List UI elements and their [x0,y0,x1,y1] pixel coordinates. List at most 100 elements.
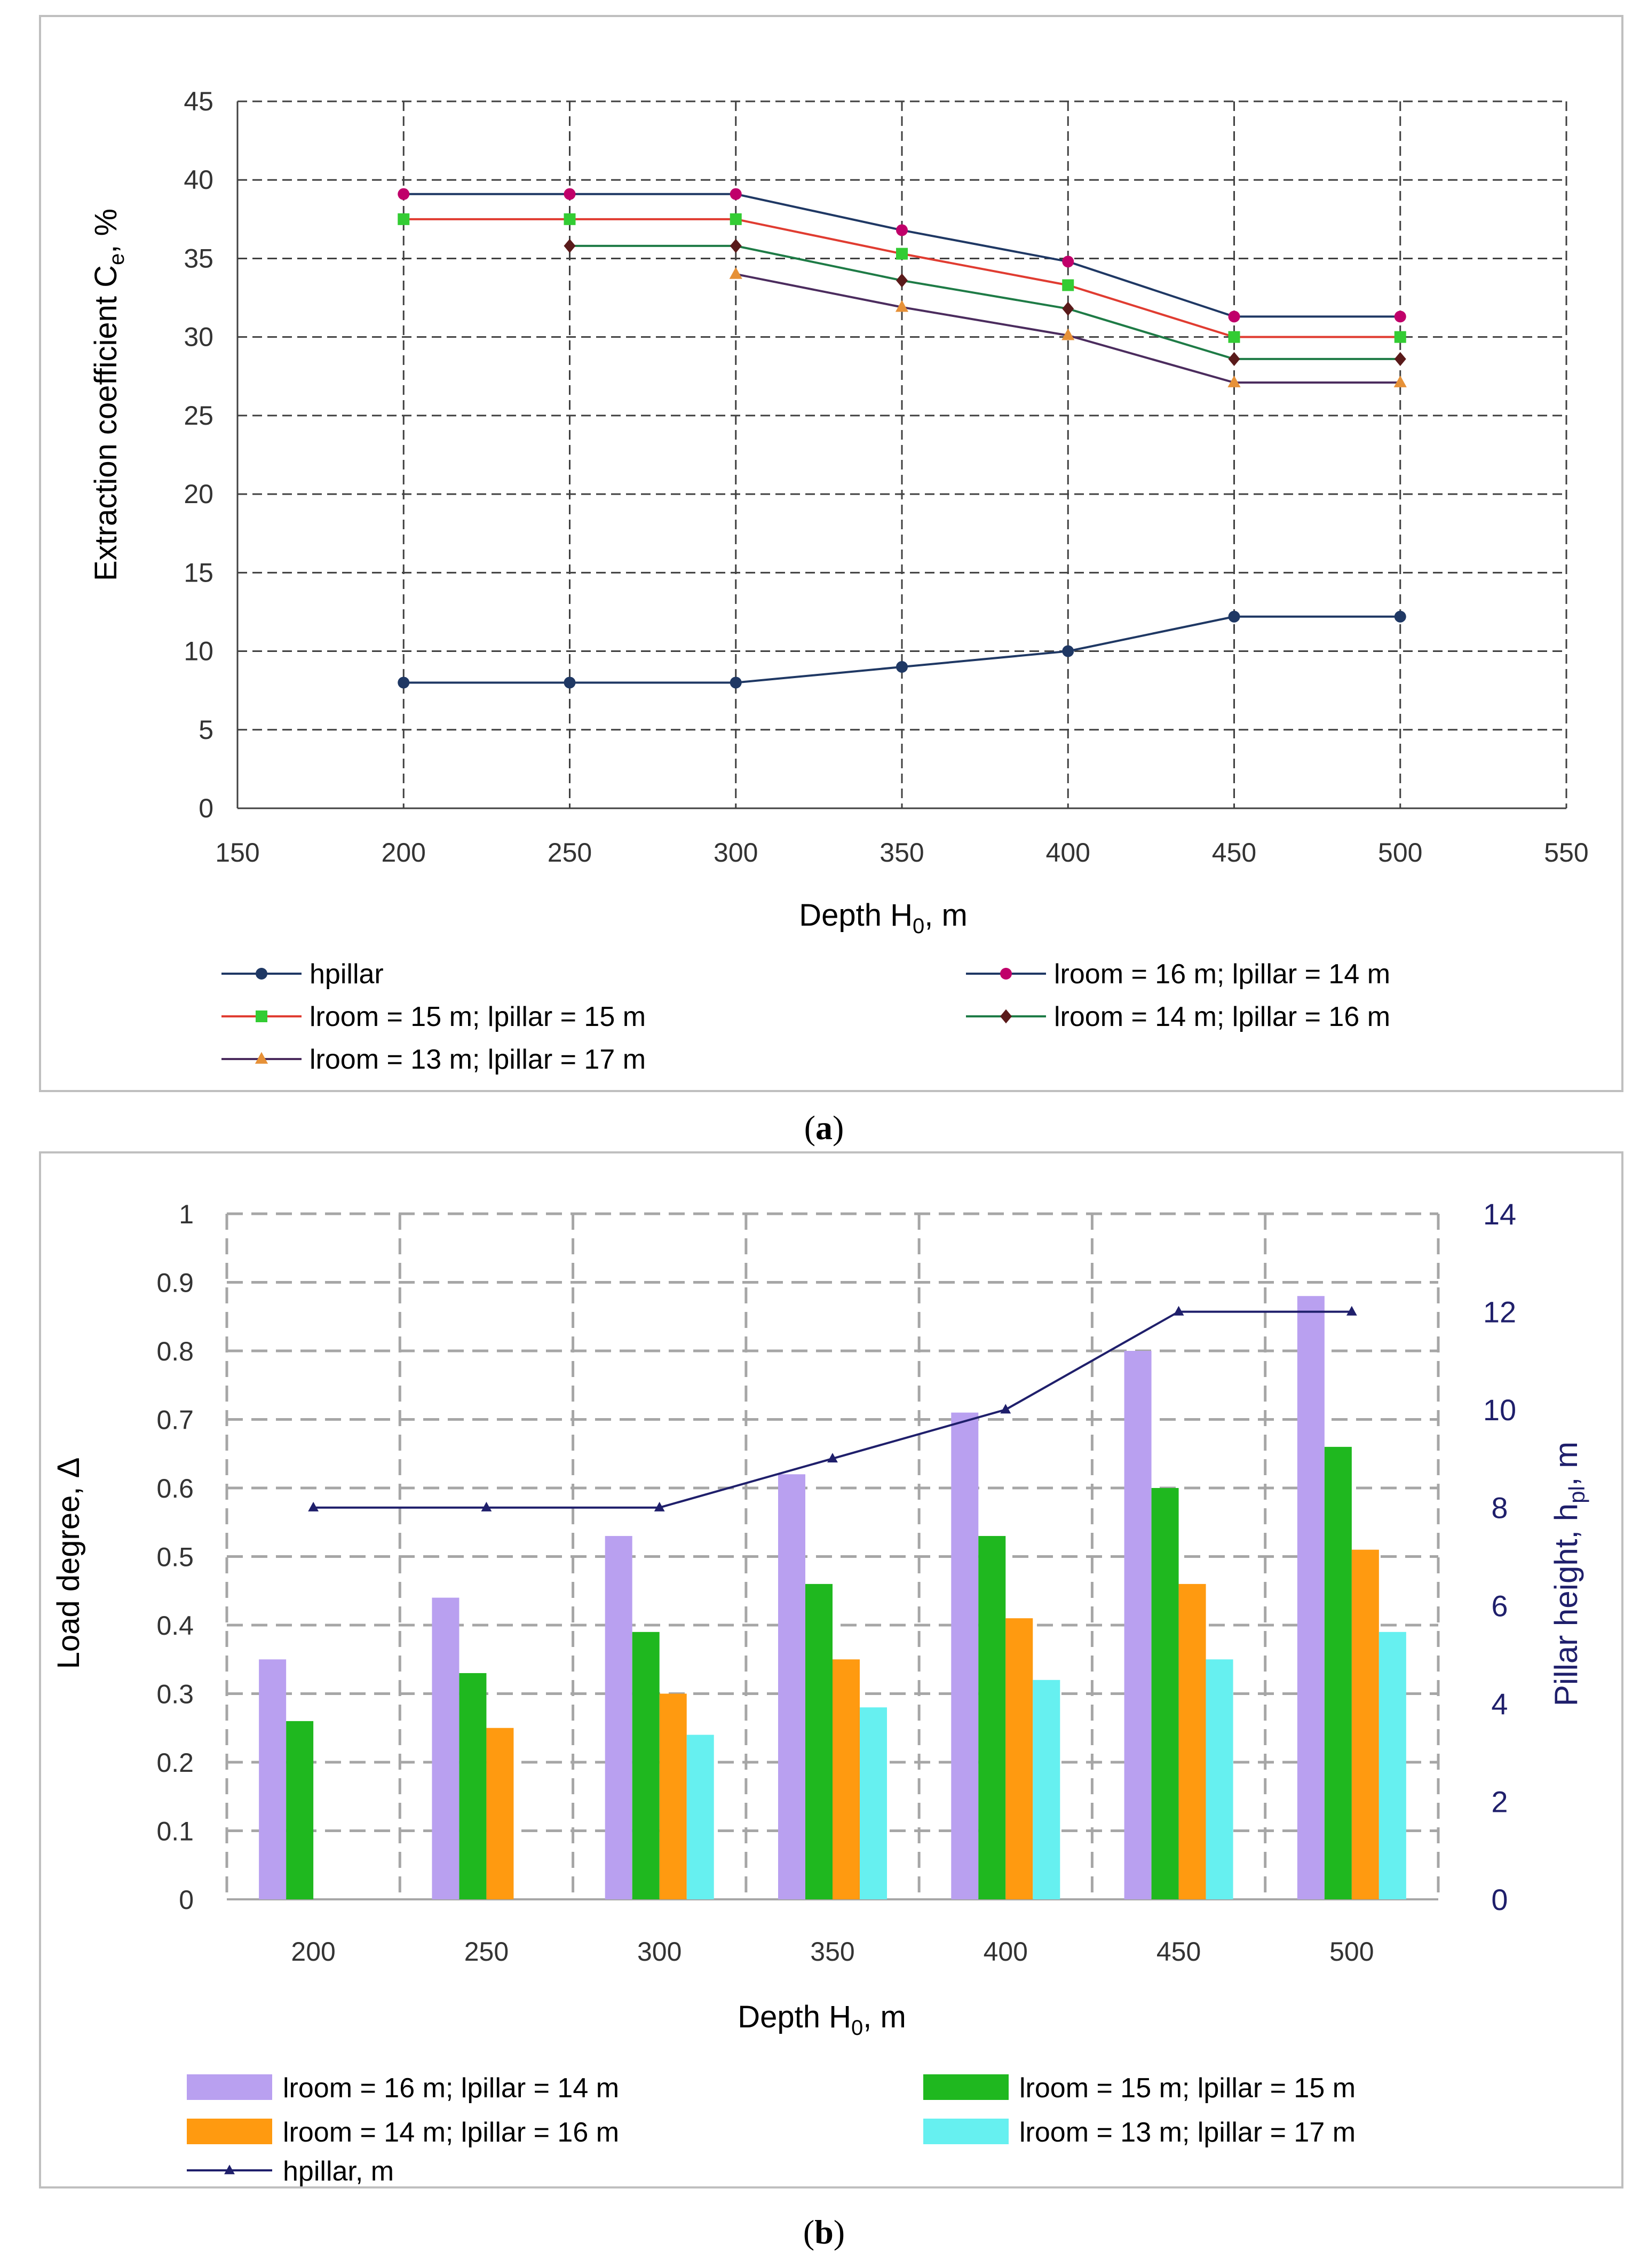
chart-a-data-point [896,273,908,288]
chart-b-x-axis-title: Depth H0, m [738,2000,906,2040]
chart-a-data-point [1062,645,1074,657]
chart-b-bar [1033,1680,1060,1899]
chart-a-series-3 [564,238,1406,367]
chart-b-x-tick-label: 450 [1156,1937,1201,1967]
chart-b-legend: lroom = 16 m; lpillar = 14 m lroom = 15 m… [187,2073,1356,2187]
chart-b-line-point [1000,1404,1011,1414]
chart-a-x-ticks: 150 200 250 300 350 400 450 500 550 [215,838,1588,868]
chart-b-bar [1378,1632,1406,1899]
chart-b-legend-item: hpillar, m [187,2156,394,2187]
chart-a-data-point [730,677,742,689]
chart-b-frame [39,1151,1623,2189]
chart-b-legend-item: lroom = 16 m; lpillar = 14 m [187,2073,619,2104]
chart-b-x-ticks: 200 250 300 350 400 450 500 [291,1937,1374,1967]
chart-a-data-point [730,188,742,200]
chart-b-y-ticks-right: 0 2 4 6 8 10 12 14 [1483,1197,1516,1916]
chart-b-bar [778,1474,805,1899]
chart-a-data-point [398,188,410,200]
chart-b-y-axis-title: Load degree, Δ [51,1458,86,1669]
chart-b-bar [286,1721,314,1899]
chart-a-legend: hpillar lroom = 16 m; lpillar = 14 m lroom… [221,959,1390,1075]
chart-b-bar [978,1535,1006,1899]
chart-b-legend-swatch [187,2074,272,2100]
chart-b-y-tick-label-right: 12 [1483,1295,1516,1329]
chart-a-legend-label: lroom = 14 m; lpillar = 16 m [1054,1001,1390,1032]
chart-a-series [398,188,1407,689]
chart-b-x-tick-label: 300 [637,1937,682,1967]
chart-b-line-point [308,1501,319,1511]
chart-b-y-tick-label: 0.2 [156,1748,194,1778]
caption-a: (a) [804,1109,844,1147]
chart-b-y-tick-label: 0.5 [156,1542,194,1572]
chart-a-y-tick-label: 20 [184,479,213,509]
chart-a-y-tick-label: 25 [184,401,213,431]
chart-a-data-point [1394,331,1406,343]
chart-a-legend-label: lroom = 13 m; lpillar = 17 m [310,1044,646,1075]
chart-b-y-tick-label-right: 4 [1491,1687,1508,1721]
chart-a-gridlines [236,100,1567,809]
chart-b-y-tick-label-right: 8 [1491,1491,1508,1525]
chart-b-y-tick-label: 0.4 [156,1611,194,1641]
chart-a-x-tick-label: 550 [1544,838,1588,868]
chart-a-legend-label: hpillar [310,959,384,990]
chart-b-y-tick-label: 0.6 [156,1474,194,1503]
chart-b-bar [1297,1296,1325,1899]
chart-a-data-point [1228,311,1240,323]
chart-b-bar [1124,1351,1152,1899]
chart-b-bar [833,1659,860,1899]
chart-a-x-tick-label: 300 [714,838,758,868]
chart-a-data-point [1394,352,1406,367]
chart-b-y-tick-label: 0.9 [156,1268,194,1298]
chart-b-legend-item: lroom = 15 m; lpillar = 15 m [923,2073,1356,2104]
chart-b-bar [1206,1659,1233,1899]
chart-a-data-point [730,213,742,225]
chart-b-legend-swatch [923,2119,1009,2144]
chart-b-x-tick-label: 250 [464,1937,509,1967]
chart-a-data-point [564,238,576,253]
chart-b-legend-label: lroom = 16 m; lpillar = 14 m [283,2073,619,2104]
chart-a-legend-item: lroom = 13 m; lpillar = 17 m [221,1044,646,1075]
chart-a-data-point [1228,610,1240,623]
chart-b-y-ticks: 0 0.1 0.2 0.3 0.4 0.5 0.6 0.7 0.8 0.9 1 [156,1199,194,1915]
chart-a-x-tick-label: 150 [215,838,259,868]
chart-a-legend-item: lroom = 16 m; lpillar = 14 m [966,959,1390,990]
chart-b-bar [1178,1583,1206,1899]
chart-a-x-tick-label: 250 [548,838,592,868]
chart-a-data-point [564,188,576,200]
chart-a-x-tick-label: 400 [1046,838,1090,868]
chart-b: 0 0.1 0.2 0.3 0.4 0.5 0.6 0.7 0.8 0.9 1 0 2 4 6 8 10 12 1… [39,1151,1623,2189]
chart-b-bar [860,1707,887,1899]
chart-a-y-tick-label: 35 [184,243,213,273]
chart-a-y-tick-label: 0 [199,793,213,823]
chart-b-legend-marker [224,2164,235,2175]
chart-b-legend-item: lroom = 13 m; lpillar = 17 m [923,2117,1356,2148]
chart-b-bar [605,1535,632,1899]
chart-a-data-point [896,248,908,260]
chart-b-legend-item: lroom = 14 m; lpillar = 16 m [187,2117,619,2148]
chart-b-bars [259,1296,1406,1899]
chart-a-legend-marker [256,968,267,980]
chart-a-data-point [1062,301,1074,316]
chart-b-x-tick-label: 400 [984,1937,1028,1967]
chart-b-legend-swatch [923,2074,1009,2100]
chart-a-data-point [1228,352,1240,367]
chart-a-y-tick-label: 30 [184,322,213,352]
chart-b-y-axis-title-right: Pillar height, hpl, m [1548,1442,1589,1706]
chart-b-bar [951,1412,979,1899]
chart-a-legend-marker [255,1052,268,1064]
chart-b-bar [259,1659,287,1899]
chart-a-series-1 [398,188,1406,323]
chart-a-y-axis-title: Extraction coefficient Ce, % [89,209,129,581]
chart-a-legend-item: hpillar [221,959,384,990]
chart-b-y-tick-label-right: 2 [1491,1785,1508,1818]
chart-a-data-point [1062,256,1074,268]
chart-b-line-series [313,1310,1352,1509]
chart-a-data-point [1062,279,1074,291]
chart-b-x-tick-label: 500 [1329,1937,1374,1967]
chart-a-data-point [1227,375,1241,387]
chart-b-y-tick-label-right: 6 [1491,1589,1508,1622]
chart-b-x-tick-label: 200 [291,1937,335,1967]
chart-a-data-point [1394,610,1406,623]
chart-b-bar [805,1583,833,1899]
chart-a-data-point [1393,375,1407,387]
